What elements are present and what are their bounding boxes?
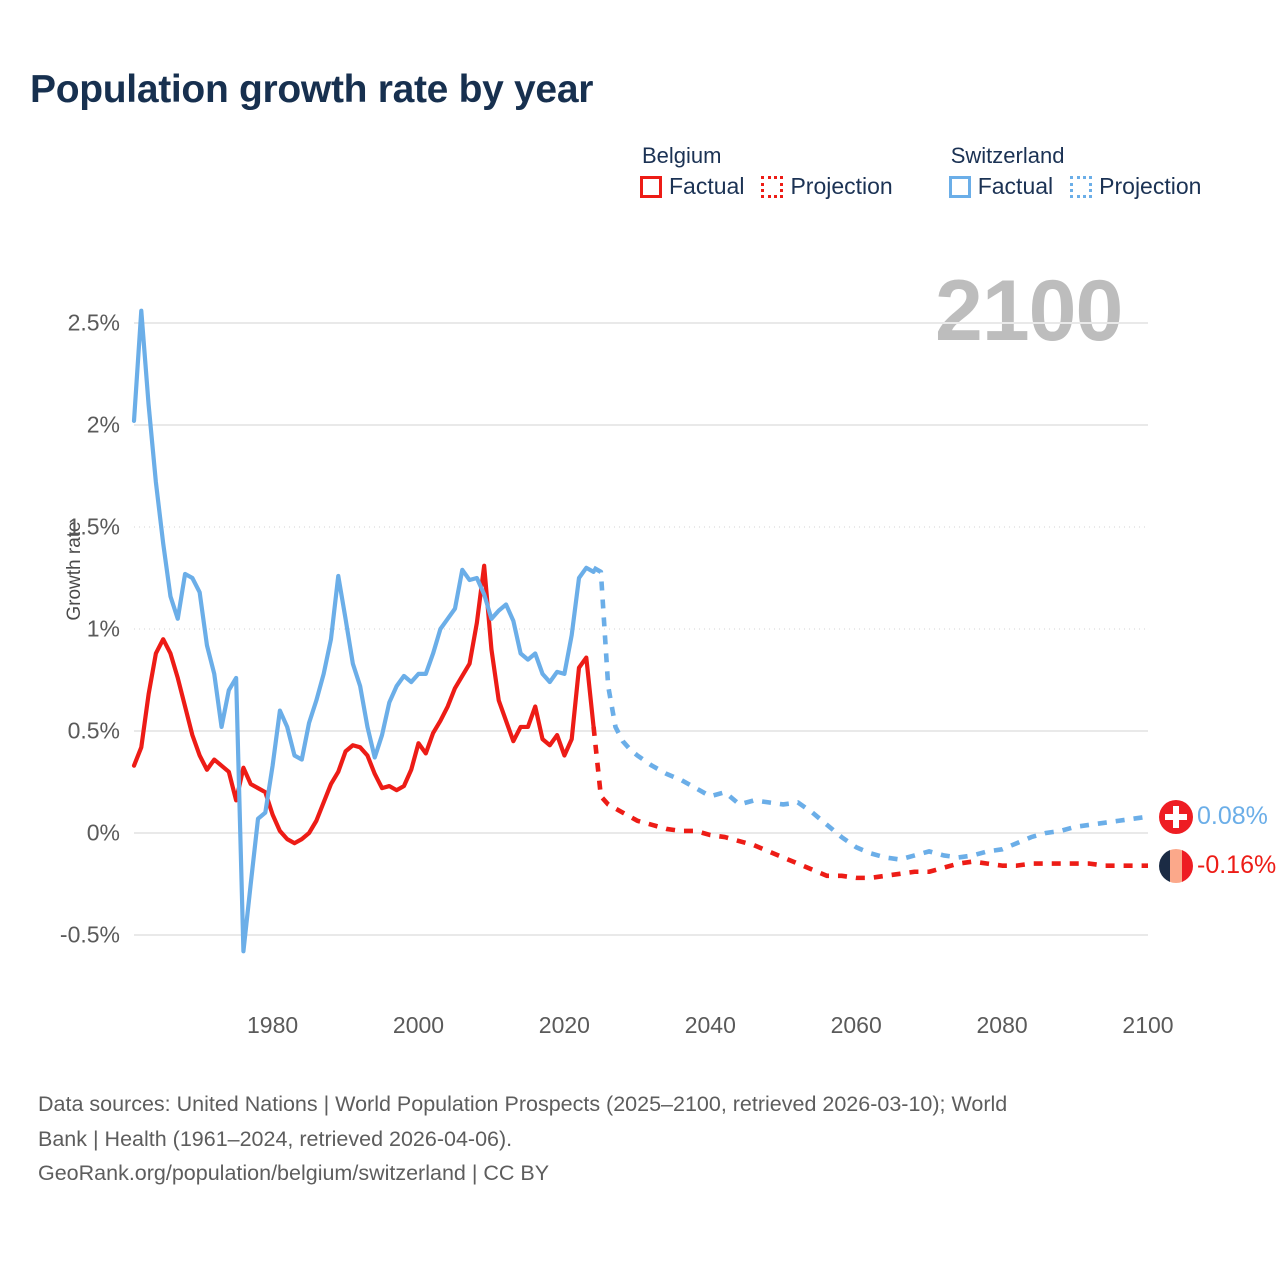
x-axis-tick-label: 2020 — [538, 1012, 590, 1038]
switzerland-projection-swatch-icon — [1070, 175, 1093, 198]
footer-sources: Data sources: United Nations | World Pop… — [38, 1088, 1238, 1190]
year-watermark: 2100 — [935, 263, 1123, 359]
page-title: Population growth rate by year — [30, 68, 594, 111]
belgium-projection-line — [591, 726, 1148, 881]
legend-group-title: Switzerland — [950, 143, 1065, 168]
legend-item-label: Factual — [977, 173, 1054, 199]
end-value: 0.08% — [1197, 802, 1268, 831]
legend-item-label: Projection — [1099, 173, 1202, 199]
x-axis-tick-label: 1980 — [247, 1012, 299, 1038]
footer-line-2: Bank | Health (1961–2024, retrieved 2026… — [38, 1126, 513, 1151]
legend-item-switzerland-factual[interactable]: Factual — [948, 173, 1054, 200]
switzerland-projection-line — [592, 565, 1149, 862]
legend-item-switzerland-projection[interactable]: Projection — [1070, 173, 1201, 200]
belgium-factual-line — [131, 563, 596, 846]
legend-group-belgium: Belgium Factual Projection — [640, 143, 893, 200]
switzerland-factual-line — [131, 308, 596, 954]
x-axis-tick-label: 2080 — [976, 1012, 1028, 1038]
y-axis-ticks: -0.5% 0% 0.5% 1% 1.5% 2% 2.5% — [0, 0, 120, 1280]
end-value: -0.16% — [1197, 851, 1277, 880]
footer-line-3: GeoRank.org/population/belgium/switzerla… — [38, 1161, 550, 1186]
legend-group-title: Belgium — [642, 143, 722, 168]
y-axis-tick-label: 2% — [86, 411, 120, 438]
chart-legend: Belgium Factual Projection Switzerland F… — [640, 143, 1201, 200]
y-axis-tick-label: 1.5% — [67, 513, 120, 540]
belgium-projection-swatch-icon — [761, 175, 784, 198]
footer-line-1: Data sources: United Nations | World Pop… — [38, 1092, 1008, 1116]
y-axis-tick-label: -0.5% — [59, 921, 120, 948]
x-axis-tick-label: 2040 — [684, 1012, 736, 1038]
belgium-factual-swatch-icon — [640, 175, 662, 198]
legend-item-belgium-factual[interactable]: Factual — [640, 173, 744, 200]
y-axis-tick-label: 1% — [86, 615, 120, 642]
legend-item-label: Factual — [669, 173, 745, 199]
belgium-flag-icon — [1159, 848, 1193, 883]
end-label-belgium: -0.16% — [1159, 848, 1277, 883]
y-axis-tick-label: 0.5% — [67, 717, 120, 744]
y-axis-tick-label: 0% — [86, 819, 120, 846]
y-axis-tick-label: 2.5% — [67, 309, 120, 336]
end-label-switzerland: 0.08% — [1159, 799, 1268, 834]
legend-item-label: Projection — [790, 173, 893, 199]
switzerland-flag-icon — [1159, 799, 1193, 834]
x-axis-tick-label: 2100 — [1122, 1012, 1174, 1038]
legend-item-belgium-projection[interactable]: Projection — [761, 173, 893, 200]
switzerland-factual-swatch-icon — [948, 175, 971, 198]
x-axis-tick-label: 2060 — [830, 1012, 882, 1038]
x-axis-tick-label: 2000 — [392, 1012, 445, 1038]
legend-group-switzerland: Switzerland Factual Projection — [948, 143, 1201, 200]
